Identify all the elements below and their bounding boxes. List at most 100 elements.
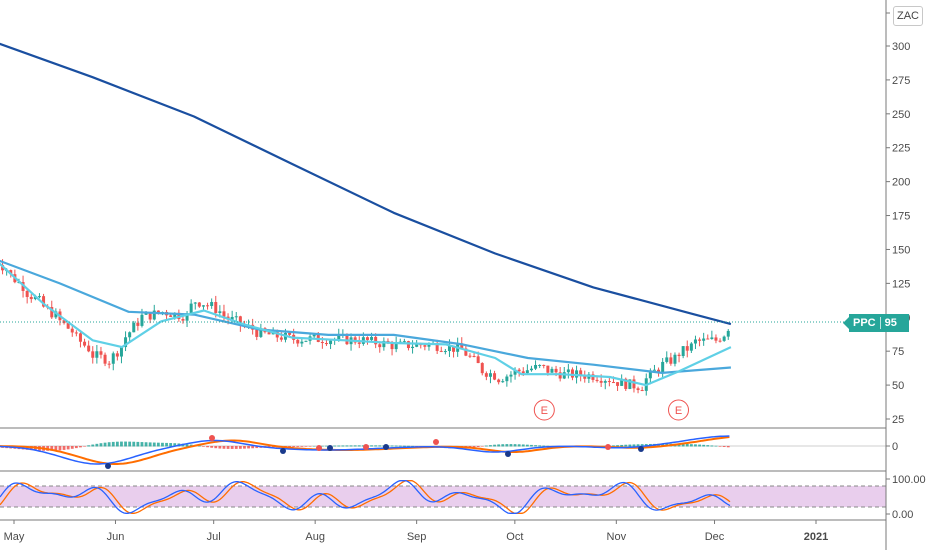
price-axis[interactable]: 300275250225200175150125100755025 xyxy=(886,12,910,426)
candle-body xyxy=(206,305,210,307)
candle-body xyxy=(337,335,341,340)
candle-body xyxy=(136,322,140,326)
stochastic-tick-label: 0.00 xyxy=(892,509,913,521)
candle-body xyxy=(710,337,714,339)
macd-cross-dot xyxy=(433,439,439,445)
candle-body xyxy=(394,343,398,350)
candle-body xyxy=(476,356,480,364)
macd-histogram-bar xyxy=(214,446,218,449)
macd-histogram-bar xyxy=(132,441,136,447)
candle-body xyxy=(370,336,374,340)
macd-histogram-bar xyxy=(87,445,91,447)
candle-body xyxy=(99,351,103,355)
earnings-marker[interactable] xyxy=(533,399,555,421)
candle-body xyxy=(169,315,173,317)
macd-histogram-bar xyxy=(534,445,537,447)
moving-average-line-1 xyxy=(0,42,732,326)
moving-average-line-2 xyxy=(0,259,731,374)
macd-cross-dot xyxy=(105,463,111,469)
macd-histogram-bar xyxy=(681,443,685,447)
macd-histogram-bar xyxy=(103,442,107,447)
macd-histogram-bar xyxy=(337,445,341,447)
macd-histogram-bar xyxy=(50,446,54,451)
macd-cross-dot xyxy=(605,444,611,450)
macd-histogram-bar xyxy=(197,445,201,447)
candle-body xyxy=(378,344,382,348)
time-tick-label: Jul xyxy=(207,531,221,543)
moving-average-line-3 xyxy=(0,262,732,387)
macd-histogram-bar xyxy=(694,444,697,447)
candle-body xyxy=(517,369,521,372)
macd-histogram-bar xyxy=(472,446,476,448)
macd-histogram-bar xyxy=(304,446,308,447)
macd-histogram-bar xyxy=(493,444,496,447)
macd-histogram-bar xyxy=(320,445,324,447)
candle-body xyxy=(415,343,419,347)
macd-histogram-bar xyxy=(513,444,517,447)
candle-body xyxy=(546,365,550,373)
macd-histogram-bar xyxy=(325,445,328,447)
stochastic-tick-label: 100.00 xyxy=(892,474,926,486)
candle-body xyxy=(501,381,505,383)
earnings-marker[interactable] xyxy=(668,399,690,421)
candle-body xyxy=(521,371,525,374)
macd-cross-dot xyxy=(280,448,286,454)
candle-body xyxy=(115,353,119,357)
candle-body xyxy=(648,370,652,379)
candle-body xyxy=(148,312,152,320)
macd-histogram-bar xyxy=(300,446,304,447)
macd-histogram-bar xyxy=(374,445,378,447)
macd-cross-dot xyxy=(505,451,511,457)
macd-histogram-bar xyxy=(714,445,718,447)
macd-histogram-bar xyxy=(156,442,160,447)
macd-histogram-bar xyxy=(538,445,542,447)
time-tick-label: Oct xyxy=(506,531,523,543)
candle-body xyxy=(107,363,111,365)
macd-histogram-bar xyxy=(66,446,70,450)
macd-cross-dot xyxy=(383,444,389,450)
candle-body xyxy=(156,310,160,313)
macd-histogram-bar xyxy=(91,444,95,447)
candle-body xyxy=(689,343,693,351)
candle-body xyxy=(505,376,509,382)
macd-histogram-bar xyxy=(165,442,168,447)
macd-histogram-bar xyxy=(480,446,484,447)
price-tag-value: 95 xyxy=(884,317,897,329)
macd-histogram-bar xyxy=(83,446,86,447)
price-tag-ticker: PPC xyxy=(853,317,876,329)
candle-body xyxy=(201,305,205,307)
candle-body xyxy=(320,341,324,344)
candle-body xyxy=(152,310,156,320)
symbol-box[interactable]: ZAC xyxy=(893,6,923,26)
candle-body xyxy=(718,340,722,342)
candle-body xyxy=(620,378,624,386)
macd-histogram-bar xyxy=(169,443,173,447)
price-tag-separator xyxy=(879,317,881,329)
macd-histogram-bar xyxy=(530,444,533,447)
candle-body xyxy=(189,303,193,314)
macd-histogram-bar xyxy=(230,446,234,449)
candle-body xyxy=(25,290,29,297)
macd-axis: 0 xyxy=(886,441,898,453)
macd-histogram-bar xyxy=(128,441,132,447)
macd-histogram-bar xyxy=(349,445,353,447)
macd-histogram-bar xyxy=(628,444,632,447)
candle-body xyxy=(447,345,451,352)
time-tick-label: Dec xyxy=(705,531,725,543)
candle-body xyxy=(411,346,415,349)
macd-histogram-bar xyxy=(525,444,529,447)
candle-body xyxy=(616,382,620,386)
time-tick-label: Aug xyxy=(305,531,325,543)
time-tick-label: Sep xyxy=(407,531,427,543)
candle-body xyxy=(193,302,197,304)
candle-body xyxy=(300,341,304,344)
macd-histogram-bar xyxy=(624,444,628,447)
macd-histogram-bar xyxy=(218,446,222,449)
price-tick-label: 50 xyxy=(892,380,904,392)
macd-histogram-bar xyxy=(136,441,140,447)
stochastic-k-line xyxy=(0,480,731,514)
candle-body xyxy=(607,381,611,383)
time-axis[interactable]: May Jun Jul Aug Sep Oct Nov Dec 2021 xyxy=(4,520,829,543)
